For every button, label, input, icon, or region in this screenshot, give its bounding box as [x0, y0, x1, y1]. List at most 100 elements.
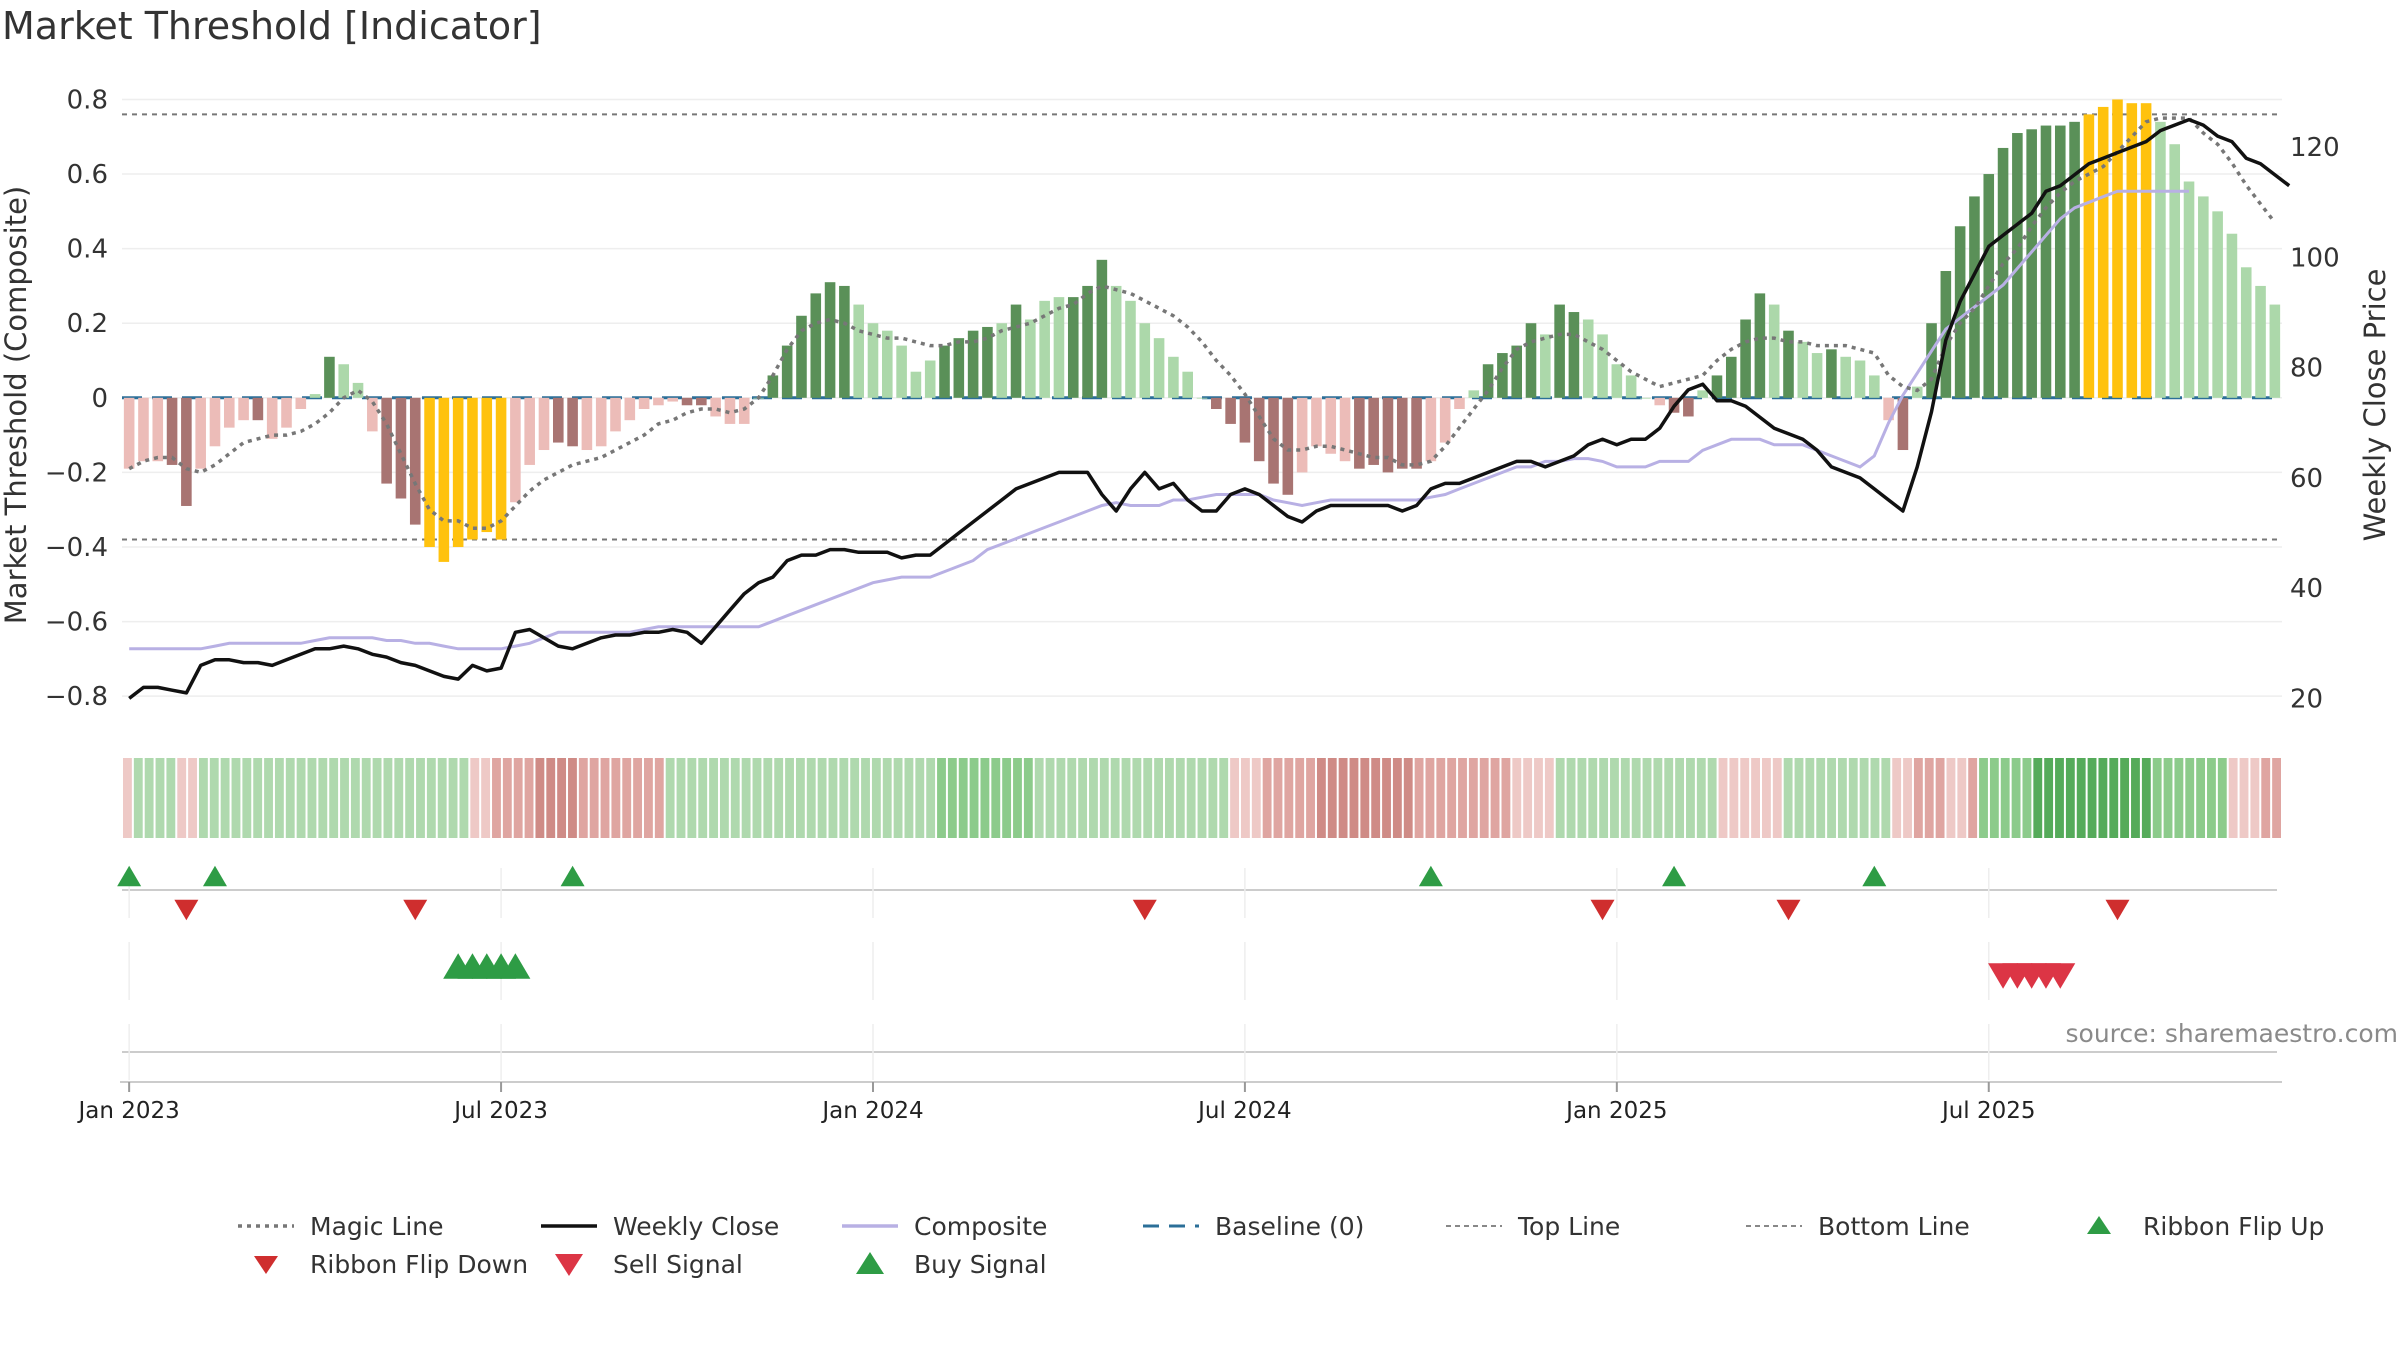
composite-bar: [724, 397, 736, 424]
composite-bar: [281, 397, 292, 428]
ribbon-cell: [719, 758, 729, 838]
composite-bar: [1826, 349, 1837, 398]
legend-item: Ribbon Flip Down: [254, 1250, 528, 1279]
left-tick-label: 0.6: [67, 160, 108, 190]
composite-bar: [209, 397, 221, 447]
composite-bar: [1783, 330, 1794, 398]
composite-bar: [2255, 285, 2266, 398]
ribbon-cell: [1013, 758, 1022, 838]
composite-bar: [1869, 375, 1880, 398]
legend-item: Composite: [842, 1212, 1047, 1241]
ribbon-cell: [1208, 758, 1218, 838]
composite-bar: [653, 397, 664, 406]
ribbon-cell: [795, 758, 805, 838]
ribbon-flip-up-marker: [202, 865, 227, 887]
ribbon-cell: [1175, 758, 1185, 838]
composite-bar: [1969, 196, 1980, 398]
legend-item: Weekly Close: [541, 1212, 779, 1241]
composite-bar: [581, 397, 593, 451]
ribbon-cell: [416, 758, 425, 838]
composite-bar: [1396, 397, 1408, 469]
ribbon-cell: [1392, 758, 1402, 838]
composite-bar: [2183, 181, 2195, 398]
ribbon-cell: [1458, 758, 1467, 838]
ribbon-flip-down-marker: [403, 899, 428, 921]
ribbon-cell: [2044, 758, 2054, 838]
ribbon-cell: [177, 758, 187, 838]
composite-line: [129, 189, 2189, 651]
grid-lines: [122, 98, 2282, 697]
ribbon-cell: [915, 758, 925, 838]
y-axis-label-right: Weekly Close Price: [2358, 269, 2392, 542]
legend-swatch: [555, 1254, 583, 1276]
ribbon-cell: [1447, 758, 1457, 838]
composite-bar: [181, 397, 192, 506]
composite-bar: [1125, 300, 1136, 398]
ribbon-cell: [741, 758, 751, 838]
composite-bar: [1425, 397, 1437, 462]
legend-item: Buy Signal: [856, 1250, 1047, 1279]
composite-bar: [552, 397, 564, 443]
ribbon-cell: [1588, 758, 1598, 838]
ribbon-cell: [839, 758, 849, 838]
ribbon-cell: [1284, 758, 1294, 838]
ribbon-cell: [785, 758, 794, 838]
ribbon-flip-down-marker: [1590, 899, 1615, 921]
trend-ribbon: [123, 758, 2281, 838]
composite-bar: [1497, 353, 1508, 398]
composite-bar: [1697, 390, 1708, 398]
ribbon-cell: [1794, 758, 1804, 838]
composite-bar: [1325, 397, 1337, 454]
ribbon-cell: [1924, 758, 1934, 838]
weekly-close-line: [128, 117, 2291, 700]
ribbon-cell: [698, 758, 708, 838]
composite-bar: [1039, 300, 1050, 398]
ribbon-flip-down-marker: [174, 899, 199, 921]
composite-bar: [839, 285, 850, 398]
composite-bar: [1296, 397, 1308, 473]
left-tick-label: −0.6: [45, 608, 108, 638]
ribbon-cell: [1034, 758, 1044, 838]
ribbon-cell: [1859, 758, 1869, 838]
ribbon-cell: [1045, 758, 1055, 838]
right-tick-label: 120: [2290, 133, 2340, 163]
composite-bar: [567, 397, 578, 447]
composite-bar: [1025, 319, 1036, 398]
ribbon-cell: [1338, 758, 1348, 838]
composite-bar: [1282, 397, 1294, 495]
composite-bar: [1997, 147, 2009, 398]
left-tick-label: −0.2: [45, 458, 108, 488]
ribbon-cell: [1837, 758, 1847, 838]
composite-bar: [2240, 267, 2252, 398]
ribbon-cell: [1382, 758, 1391, 838]
ribbon-flip-up-marker: [560, 865, 585, 887]
ribbon-cell: [1403, 758, 1413, 838]
composite-bar: [1611, 364, 1623, 398]
composite-bar: [467, 397, 478, 540]
ribbon-cell: [2196, 758, 2206, 838]
composite-bar: [1010, 304, 1022, 398]
ribbon-flip-up-marker: [1418, 865, 1443, 887]
composite-bar: [2269, 304, 2281, 398]
ribbon-cell: [1707, 758, 1717, 838]
ribbon-cell: [861, 758, 870, 838]
ribbon-cell: [1761, 758, 1771, 838]
ribbon-cell: [2109, 758, 2119, 838]
ribbon-cell: [1599, 758, 1609, 838]
composite-bar: [1740, 319, 1751, 398]
ribbon-cell: [1946, 758, 1956, 838]
ribbon-cell: [350, 758, 360, 838]
ribbon-cell: [1740, 758, 1750, 838]
composite-bar: [1110, 285, 1122, 398]
composite-bar: [223, 397, 235, 428]
ribbon-cell: [1816, 758, 1826, 838]
ribbon-cell: [774, 758, 784, 838]
composite-bar: [1082, 285, 1093, 398]
composite-bar: [1540, 334, 1551, 398]
ribbon-cell: [709, 758, 718, 838]
ribbon-cell: [1154, 758, 1164, 838]
legend-label: Ribbon Flip Up: [2143, 1212, 2324, 1241]
ribbon-cell: [687, 758, 697, 838]
composite-bar: [2069, 121, 2080, 398]
ribbon-cell: [589, 758, 599, 838]
